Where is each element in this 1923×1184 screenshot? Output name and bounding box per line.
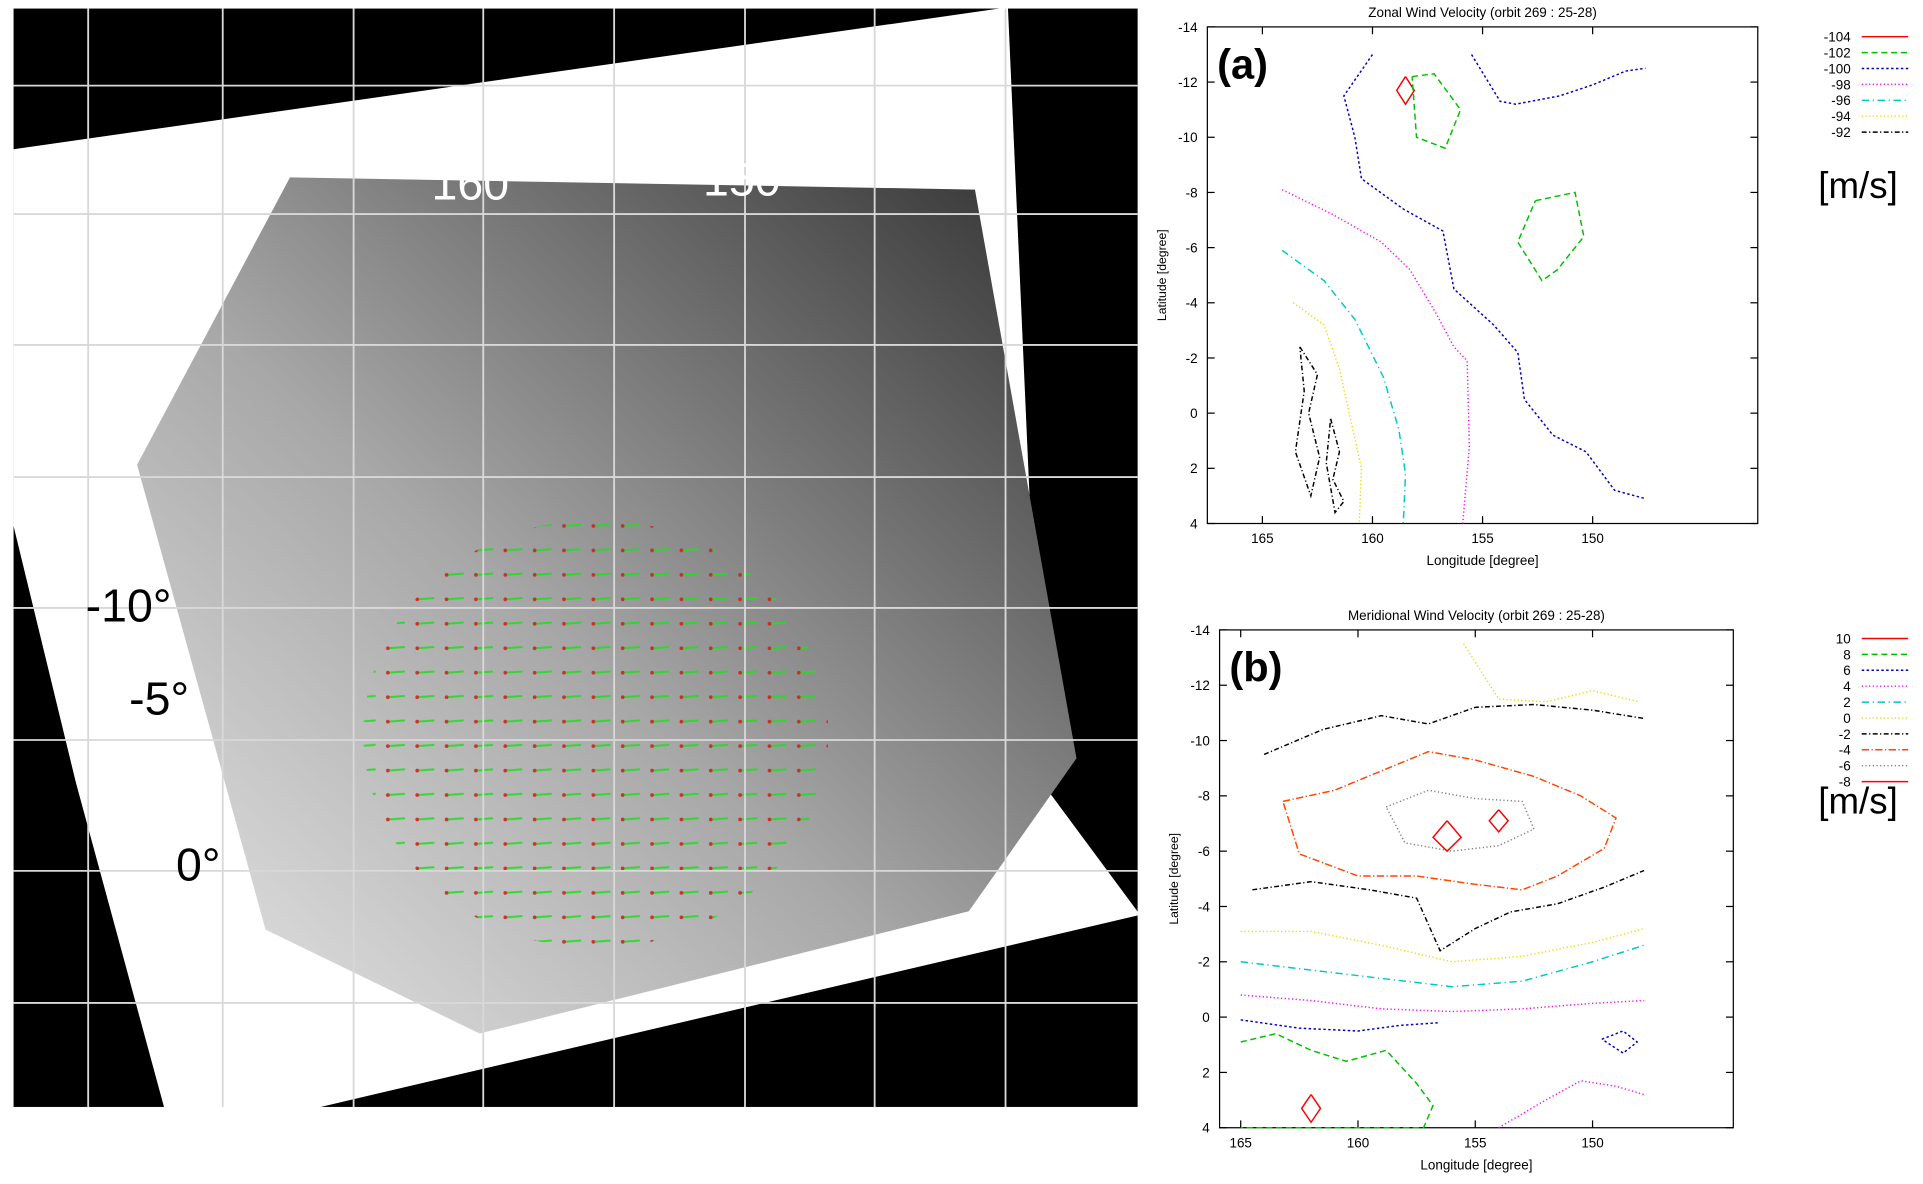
legend-label: -6 — [1839, 759, 1851, 774]
x-tick-label: 160 — [1361, 531, 1383, 546]
longitude-label: 160° — [432, 157, 528, 209]
y-tick-label: -12 — [1178, 75, 1197, 90]
contour-line — [1240, 944, 1645, 988]
legend-label: -104 — [1824, 30, 1851, 45]
contour-line — [1252, 869, 1645, 952]
contour-line — [1300, 1094, 1322, 1124]
chart-title: Zonal Wind Velocity (orbit 269 : 25-28) — [1368, 5, 1597, 20]
contour-line — [1240, 994, 1645, 1013]
y-tick-label: 2 — [1202, 1065, 1209, 1080]
y-tick-label: -6 — [1198, 844, 1210, 859]
x-axis-label: Longitude [degree] — [1420, 1157, 1532, 1172]
contour-line — [1411, 72, 1462, 150]
contour-line — [1432, 820, 1463, 853]
contour-line — [1240, 1019, 1441, 1032]
contour-line — [1516, 191, 1585, 282]
contours — [1240, 643, 1645, 1129]
y-tick-label: -8 — [1198, 789, 1210, 804]
y-tick-label: -14 — [1178, 20, 1198, 35]
contour-line — [1343, 54, 1646, 500]
contour-line — [1470, 54, 1646, 105]
y-tick-label: -12 — [1190, 678, 1209, 693]
unit-label: [m/s] — [1818, 780, 1897, 821]
longitude-label: 150° — [703, 154, 799, 206]
contour-line — [1395, 76, 1416, 106]
plot-frame — [1218, 629, 1734, 1129]
latitude-label: -10° — [86, 579, 172, 631]
y-tick-label: -2 — [1186, 351, 1198, 366]
contour-line — [1281, 249, 1407, 524]
y-tick-label: 0 — [1190, 406, 1197, 421]
y-tick-label: -4 — [1186, 296, 1198, 311]
y-tick-label: 4 — [1202, 1121, 1210, 1136]
contour-line — [1281, 189, 1471, 524]
chart-title: Meridional Wind Velocity (orbit 269 : 25… — [1348, 608, 1605, 623]
panel-label: (a) — [1217, 40, 1268, 87]
lat-lon-grid — [13, 8, 1138, 1107]
contour-line — [1282, 750, 1617, 891]
x-tick-label: 150 — [1581, 531, 1603, 546]
legend-label: -4 — [1839, 743, 1851, 758]
contour-line — [1240, 1032, 1434, 1129]
legend-label: -94 — [1831, 109, 1851, 124]
contour-line — [1488, 809, 1510, 833]
x-tick-label: 165 — [1251, 531, 1273, 546]
contour-line — [1601, 1030, 1639, 1055]
legend-label: 4 — [1843, 679, 1851, 694]
x-tick-label: 155 — [1464, 1135, 1486, 1150]
y-tick-label: 0 — [1202, 1010, 1209, 1025]
legend-label: 8 — [1843, 647, 1850, 662]
legend-label: 10 — [1836, 631, 1851, 646]
wind-vectors — [363, 519, 829, 948]
y-tick-label: 2 — [1190, 461, 1197, 476]
latitude-label: 0° — [176, 839, 220, 891]
x-tick-label: 155 — [1471, 531, 1493, 546]
legend-label: -2 — [1839, 727, 1851, 742]
x-axis-label: Longitude [degree] — [1427, 553, 1539, 568]
y-tick-label: -10 — [1178, 130, 1197, 145]
legend-label: 0 — [1843, 711, 1850, 726]
contour-line — [1462, 643, 1640, 703]
contour-line — [1294, 346, 1321, 499]
x-tick-label: 150 — [1581, 1135, 1603, 1150]
x-tick-label: 160 — [1347, 1135, 1369, 1150]
legend-label: -8 — [1839, 774, 1851, 789]
legend-label: -92 — [1831, 125, 1850, 140]
y-tick-label: -8 — [1186, 185, 1198, 200]
unit-label: [m/s] — [1818, 165, 1897, 206]
contour-line — [1263, 703, 1645, 756]
legend-label: -102 — [1824, 45, 1851, 60]
y-tick-label: -10 — [1190, 733, 1209, 748]
y-tick-label: 4 — [1190, 516, 1198, 531]
y-axis-label: Latitude [degree] — [1167, 833, 1181, 925]
contour-line — [1292, 302, 1363, 524]
x-tick-label: 165 — [1229, 1135, 1251, 1150]
y-tick-label: -14 — [1190, 623, 1210, 638]
contour-line — [1325, 418, 1345, 515]
legend-label: -100 — [1824, 61, 1851, 76]
y-tick-label: -2 — [1198, 955, 1210, 970]
legend-label: -96 — [1831, 93, 1850, 108]
y-tick-label: -6 — [1186, 241, 1198, 256]
y-tick-label: -4 — [1198, 899, 1210, 914]
contour-line — [1385, 789, 1535, 852]
legend-label: 6 — [1843, 663, 1850, 678]
venus-image: 160° 150° -10° -5° 0° — [13, 8, 1141, 1107]
y-axis-label: Latitude [degree] — [1155, 229, 1169, 321]
contour-line — [1498, 1080, 1645, 1129]
legend-label: -98 — [1831, 77, 1850, 92]
legend-label: 2 — [1843, 695, 1850, 710]
plot-frame — [1206, 26, 1759, 525]
panel-label: (b) — [1229, 643, 1282, 690]
contours — [1281, 54, 1646, 524]
latitude-label: -5° — [129, 672, 189, 724]
contour-line — [1240, 927, 1645, 963]
